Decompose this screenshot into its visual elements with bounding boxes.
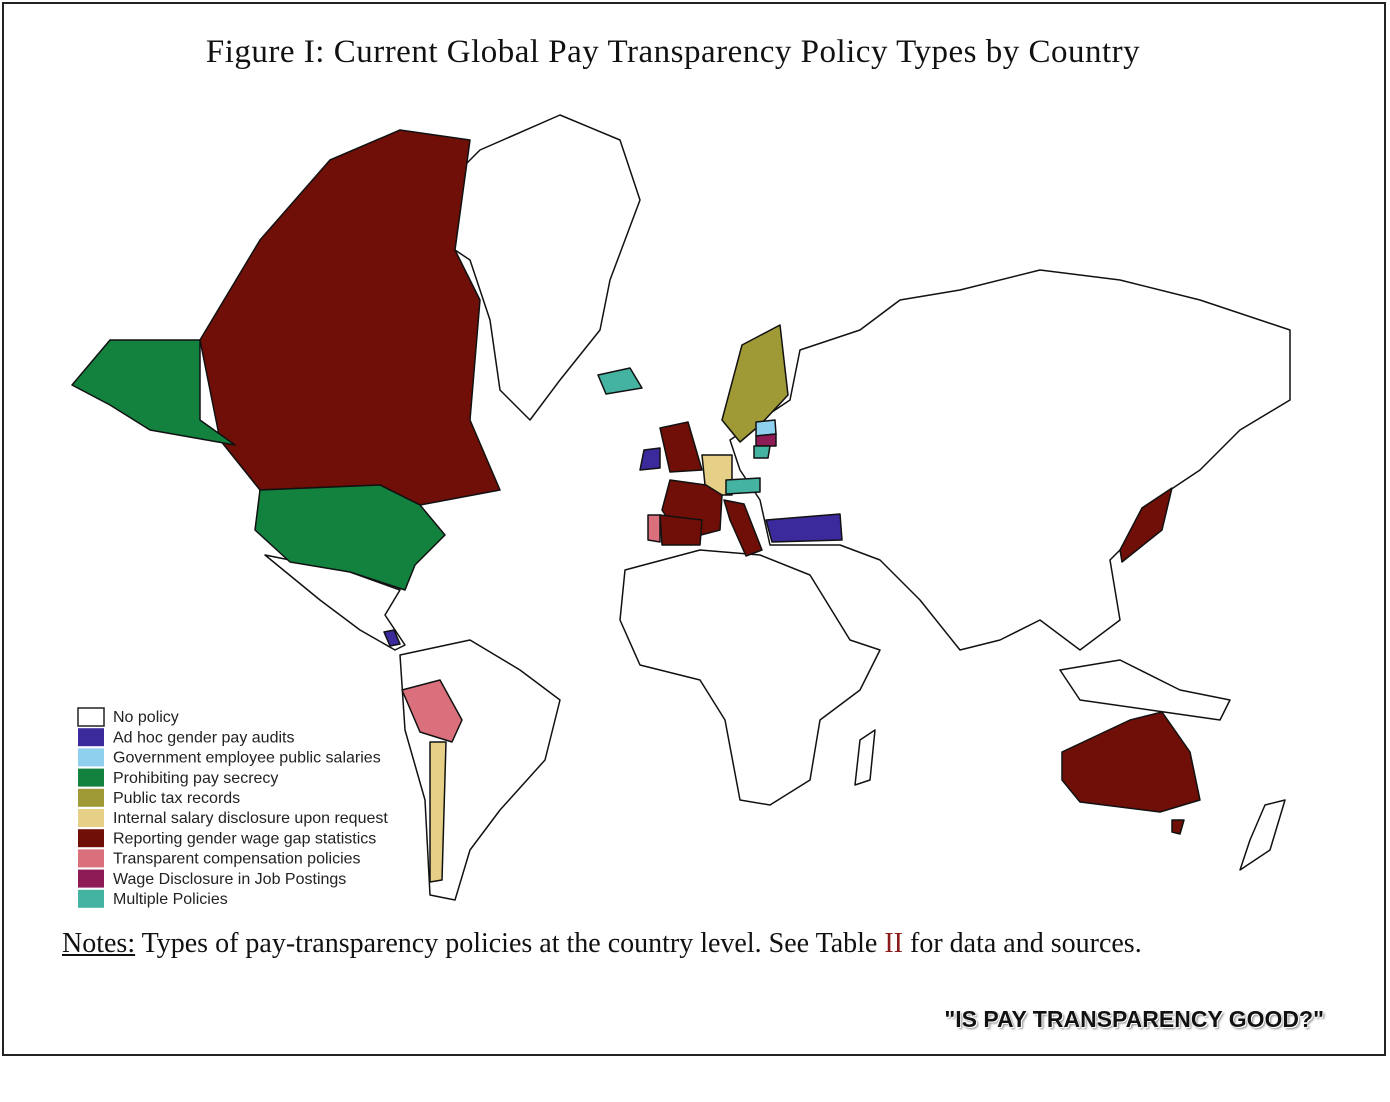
legend-label: Transparent compensation policies (113, 851, 361, 868)
country-shape (753, 445, 771, 459)
country-shape (1171, 819, 1185, 835)
legend-label: Government employee public salaries (113, 750, 381, 767)
footer-caption: "IS PAY TRANSPARENCY GOOD?" (944, 1006, 1324, 1032)
legend-swatch (78, 788, 104, 807)
country-shape (401, 679, 463, 743)
legend-swatch (77, 707, 105, 727)
legend: No policy Ad hoc gender pay audits Governm… (77, 707, 388, 908)
legend-swatch (78, 829, 104, 848)
country-shape (725, 477, 761, 495)
legend-swatch (78, 849, 104, 868)
country-shape (765, 513, 843, 543)
notes-text: Types of pay-transparency policies at th… (141, 928, 878, 959)
legend-label: Prohibiting pay secrecy (113, 770, 278, 787)
legend-swatch (78, 869, 104, 888)
legend-swatch (78, 728, 104, 747)
country-shape (639, 447, 661, 471)
country-shape (1119, 487, 1173, 563)
country-shape (1061, 711, 1201, 813)
notes-heading: Notes: (62, 928, 136, 959)
legend-swatch (78, 748, 104, 767)
country-shape (429, 741, 447, 883)
figure-title: Figure I: Current Global Pay Transparenc… (205, 34, 1141, 70)
country-shape (659, 421, 703, 473)
country-shape (254, 484, 446, 591)
notes-text: for data and sources. (910, 928, 1142, 959)
country-shape (199, 129, 501, 506)
legend-swatch (78, 889, 104, 908)
country-shape (71, 339, 236, 446)
table-reference[interactable]: II (884, 928, 904, 959)
country-shape (755, 433, 777, 447)
legend-label: Ad hoc gender pay audits (113, 729, 294, 746)
country-shape (1239, 799, 1286, 871)
country-shape (439, 114, 641, 421)
country-shape (721, 324, 789, 443)
country-shape (701, 454, 733, 496)
legend-swatch (78, 768, 104, 787)
legend-label: Public tax records (113, 790, 240, 807)
country-shape (854, 729, 876, 786)
country-shape (659, 514, 703, 546)
figure-frame (2, 2, 1386, 1056)
country-shape (723, 499, 763, 557)
country-shape (399, 639, 561, 901)
legend-label: Multiple Policies (113, 891, 228, 908)
country-shape (1059, 659, 1231, 721)
legend-swatch (78, 809, 104, 827)
legend-label: Wage Disclosure in Job Postings (113, 871, 346, 888)
legend-label: Internal salary disclosure upon request (113, 810, 388, 827)
legend-label: No policy (113, 709, 179, 726)
legend-label: Reporting gender wage gap statistics (113, 830, 376, 847)
world-map: No policy Ad hoc gender pay audits Governm… (71, 114, 1291, 908)
notes: Notes: Types of pay-transparency policie… (62, 924, 1302, 964)
country-shape (597, 367, 643, 395)
country-shape (619, 549, 881, 806)
country-shape (383, 629, 401, 647)
country-shape (647, 514, 661, 543)
